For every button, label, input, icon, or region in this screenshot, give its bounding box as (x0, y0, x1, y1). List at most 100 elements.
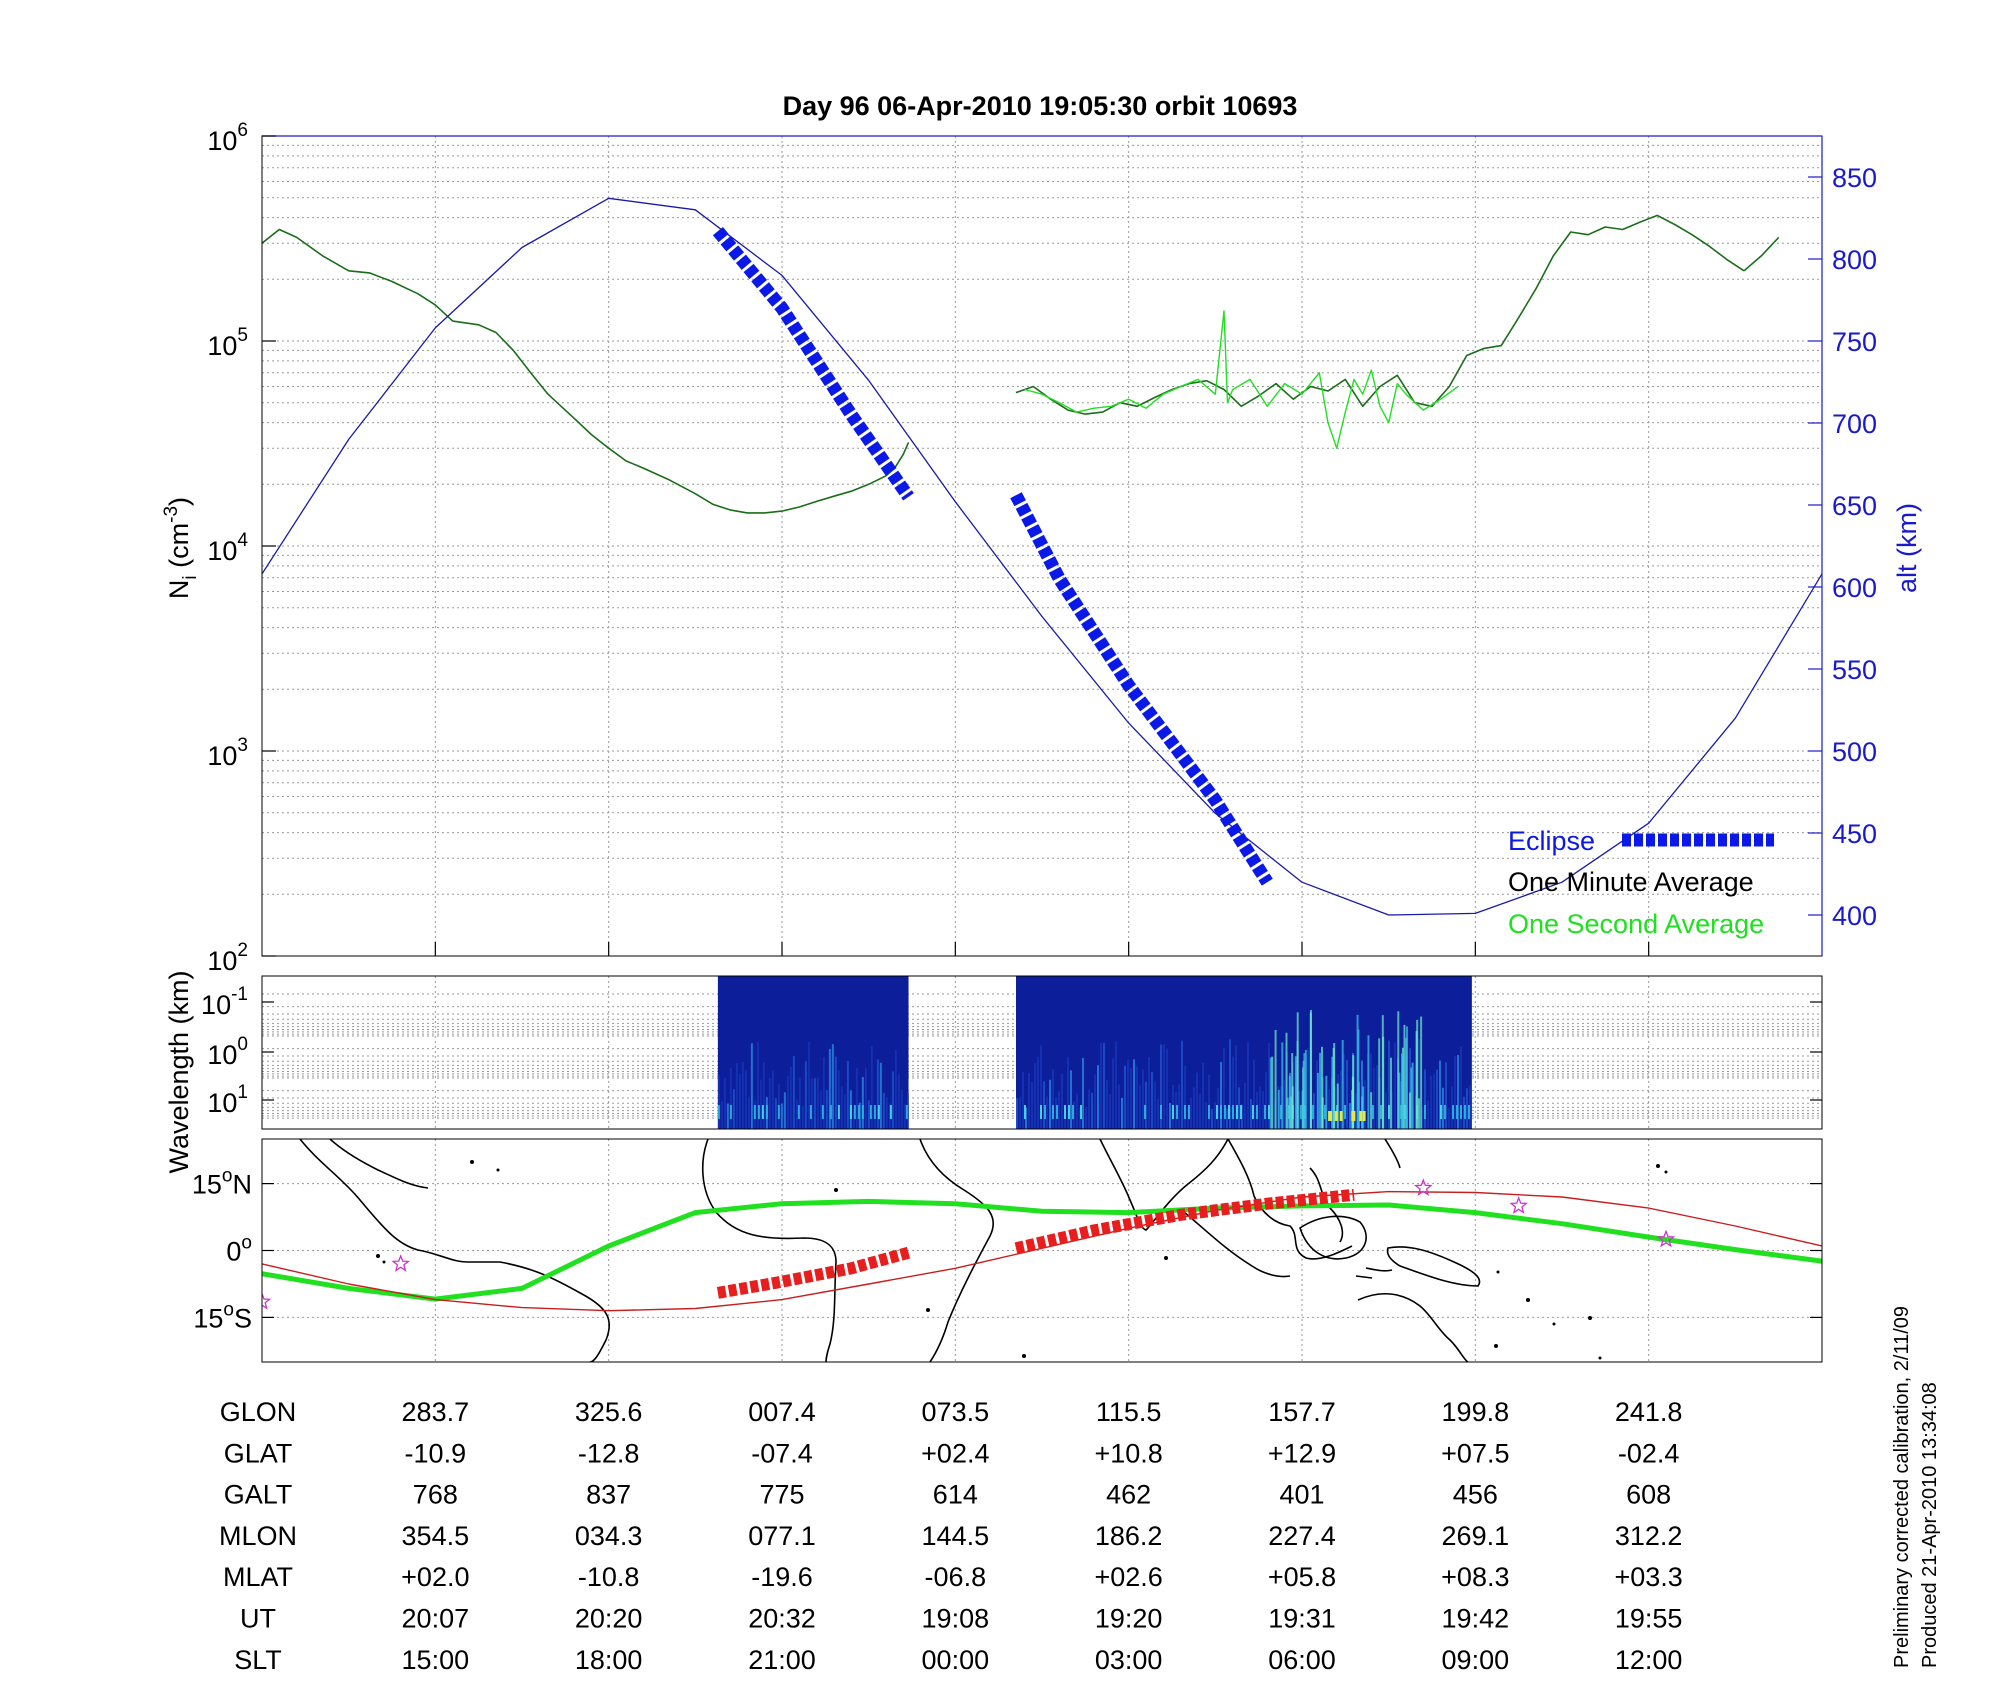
spectrogram-streak (795, 1099, 798, 1129)
spectrogram-streak (1420, 1016, 1423, 1129)
spectrogram-streak (789, 1066, 792, 1129)
spectrogram-streak (1460, 1046, 1462, 1129)
spectrogram-streak (1439, 1060, 1441, 1129)
table-row-label: GALT (224, 1480, 293, 1510)
islands (376, 1160, 1668, 1360)
spectrogram-streak (1193, 1087, 1195, 1129)
spectrogram-streak (1448, 1107, 1450, 1129)
island (376, 1254, 380, 1258)
spectrogram-streak (1232, 1056, 1234, 1129)
spectrogram-streak (1321, 1097, 1324, 1129)
alt-tick-label: 500 (1832, 737, 1877, 767)
spectrogram-streak (1024, 1105, 1026, 1119)
y-tick-label: 104 (207, 530, 248, 566)
spectrogram-streak (1298, 1091, 1300, 1129)
spectrogram-streak (1181, 1040, 1183, 1129)
spectrogram-streak (1456, 1105, 1458, 1119)
table-cell: -06.8 (925, 1562, 987, 1592)
spectrogram-streak (882, 1092, 885, 1129)
table-cell: 157.7 (1268, 1397, 1336, 1427)
spectrogram-streak (1208, 1074, 1210, 1129)
table-cell: 241.8 (1615, 1397, 1683, 1427)
coastline-indonesia-east (1355, 1267, 1393, 1279)
spectrogram-streak (1224, 1105, 1226, 1119)
spectrogram-streak (894, 1049, 897, 1129)
spectrogram-streak (1281, 1042, 1284, 1129)
coastlines (299, 1139, 1481, 1362)
spectrogram-streak (1325, 1075, 1328, 1129)
spectrogram-streak (1370, 1092, 1373, 1129)
alt-tick-label: 850 (1832, 163, 1877, 193)
wavelength-ylabel: Wavelength (km) (164, 970, 194, 1173)
table-cell: 034.3 (575, 1521, 643, 1551)
spectrogram-streak (1294, 1056, 1297, 1129)
latitude-tick-label: 15oN (192, 1166, 252, 1200)
spectrogram-streak (1409, 1048, 1411, 1129)
table-cell: 19:31 (1268, 1604, 1336, 1634)
spectrogram-streak (1250, 1098, 1252, 1129)
table-cell: 19:08 (922, 1604, 990, 1634)
alt-tick-label: 550 (1832, 655, 1877, 685)
legend: Eclipse One Minute Average One Second Av… (1508, 826, 1774, 939)
spectrogram-streak (843, 1093, 846, 1129)
spectrogram-streak (1400, 1053, 1403, 1129)
spectrogram-streak (1336, 1083, 1339, 1129)
spectrogram-streak (1324, 1105, 1326, 1119)
spectrogram-streak (1362, 1086, 1365, 1129)
spectrogram-streak (846, 1060, 849, 1129)
table-cell: -10.9 (405, 1438, 467, 1468)
spectrogram-streak (1424, 1069, 1426, 1129)
map-series (262, 1178, 1822, 1312)
spectrogram-streak (1160, 1044, 1162, 1129)
spectrogram-streak (1190, 1098, 1192, 1129)
spectrogram-streak (1172, 1105, 1174, 1119)
table-cell: 312.2 (1615, 1521, 1683, 1551)
spectrogram-streak (1121, 1097, 1123, 1129)
spectrogram-streak (729, 1105, 732, 1119)
coastline-japan (1384, 1139, 1401, 1169)
spectrogram-streak (1406, 1026, 1409, 1129)
spectrogram-streak (1247, 1042, 1249, 1129)
spectrogram-streak (1340, 1070, 1342, 1129)
spectrogram-streak (1157, 1099, 1159, 1129)
spectrogram-streak (1124, 1065, 1126, 1129)
spectrogram-streak (1410, 1067, 1413, 1129)
spectrogram-streak (726, 1103, 729, 1129)
table-cell: +07.5 (1441, 1438, 1509, 1468)
island (1656, 1164, 1660, 1168)
calibration-note: Preliminary corrected calibration, 2/11/… (1891, 1306, 1913, 1668)
spectrogram-streak (1367, 1035, 1370, 1129)
density-ylabel: Ni (cm-3) (161, 497, 201, 599)
spectrogram-streak (840, 1086, 843, 1129)
table-cell: 115.5 (1096, 1397, 1162, 1427)
coastline-south-america (299, 1139, 610, 1362)
altitude-ylabel: alt (km) (1892, 503, 1922, 593)
spectrogram-streak (900, 1089, 903, 1129)
spectrogram-streak (1442, 1087, 1444, 1129)
y-tick-label: 102 (207, 940, 248, 976)
spectrogram-streak (720, 1100, 723, 1129)
spectrogram-streak (1256, 1105, 1258, 1119)
table-cell: 15:00 (402, 1645, 470, 1675)
spectrogram-streak (1277, 1089, 1280, 1129)
spectrogram-streak (1112, 1058, 1114, 1129)
wavelength-panel: 10-1 100 101 Wavelength (km) (164, 970, 1823, 1174)
spectrogram-streak (771, 1070, 774, 1129)
wavelength-ticks: 10-1 100 101 (201, 984, 1822, 1118)
table-cell: 20:32 (748, 1604, 816, 1634)
spectrogram-streak (1286, 1097, 1289, 1129)
eclipse-line (712, 226, 914, 501)
spectrogram-streak (1259, 1086, 1261, 1129)
coastline-east-africa (919, 1139, 995, 1362)
table-cell: 401 (1279, 1480, 1324, 1510)
altitude-right-ticks: 400 450 500 550 600 650 700 750 800 850 (1808, 163, 1877, 931)
coastline-west-africa (701, 1139, 837, 1362)
legend-one-minute-label: One Minute Average (1508, 867, 1754, 897)
spectrogram-streak (1022, 1072, 1024, 1129)
spectrogram-streak (1333, 1042, 1336, 1129)
spectrogram-streak (1274, 1029, 1277, 1129)
spectrogram-streak (1331, 1056, 1334, 1129)
spectrogram-streak (1466, 1088, 1468, 1129)
spectrogram-streak (1226, 1108, 1228, 1129)
